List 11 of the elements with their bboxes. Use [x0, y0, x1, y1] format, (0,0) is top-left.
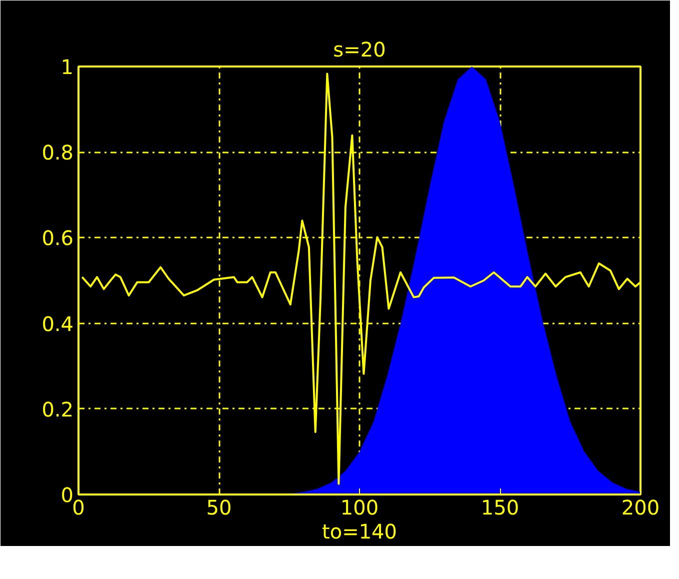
y-tick-label: 1: [60, 55, 74, 79]
y-tick-label: 0.2: [42, 397, 74, 422]
y-tick-label: 0.6: [42, 226, 74, 250]
x-tick-label: 50: [206, 496, 232, 520]
chart-title: s=20: [333, 38, 386, 62]
y-tick-label: 0.8: [42, 140, 74, 165]
x-tick-label: 150: [480, 496, 520, 520]
x-tick-label: 100: [340, 496, 379, 520]
x-tick-label: 200: [621, 496, 660, 520]
x-axis-title: to=140: [322, 520, 398, 544]
y-tick-label: 0.4: [42, 312, 74, 336]
